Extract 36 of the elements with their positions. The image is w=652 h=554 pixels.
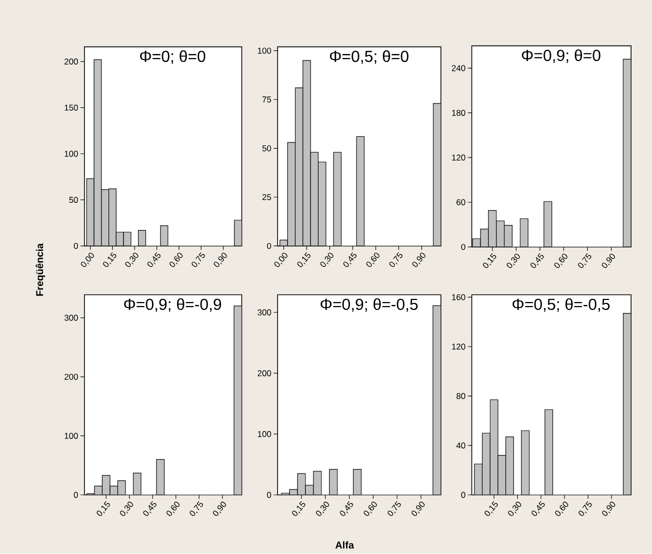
y-tick-label: 120 [452,344,466,350]
x-axis-title: Alfa [335,541,354,549]
y-tick-label: 100 [64,150,78,157]
y-tick-label: 75 [262,96,272,103]
y-tick-label: 0 [461,492,466,498]
chart-title: Φ=0,5; θ=-0,5 [512,298,610,312]
chart-title: Φ=0,9; θ=-0,9 [124,298,222,312]
y-tick-label: 0 [461,244,466,250]
y-tick-label: 25 [262,194,272,200]
y-tick-label: 0 [74,492,78,498]
y-tick-label: 240 [452,65,466,72]
y-tick-label: 40 [456,442,466,449]
chart-title: Φ=0; θ=0 [140,50,206,64]
y-tick-label: 50 [69,197,78,204]
y-tick-label: 300 [64,314,78,321]
chart-title: Φ=0,9; θ=0 [522,50,600,64]
y-tick-label: 160 [452,294,466,300]
y-tick-label: 80 [456,393,466,400]
y-tick-label: 100 [258,48,272,54]
y-tick-label: 0 [267,243,272,250]
y-tick-label: 180 [452,110,466,116]
y-tick-label: 100 [258,431,272,438]
y-tick-label: 50 [262,146,272,152]
y-tick-label: 200 [64,58,78,65]
y-tick-label: 60 [456,199,466,206]
y-tick-label: 300 [258,310,272,316]
y-tick-label: 150 [64,104,78,111]
chart-title: Φ=0,9; θ=-0,5 [320,298,418,312]
y-tick-label: 200 [258,370,272,376]
y-tick-label: 200 [64,374,78,380]
y-axis-title: Freqüência [36,243,46,296]
chart-title: Φ=0,5; θ=0 [330,50,408,64]
y-tick-label: 120 [452,154,466,161]
y-tick-label: 100 [64,433,78,440]
y-tick-label: 0 [74,243,78,250]
y-tick-label: 0 [267,492,272,498]
